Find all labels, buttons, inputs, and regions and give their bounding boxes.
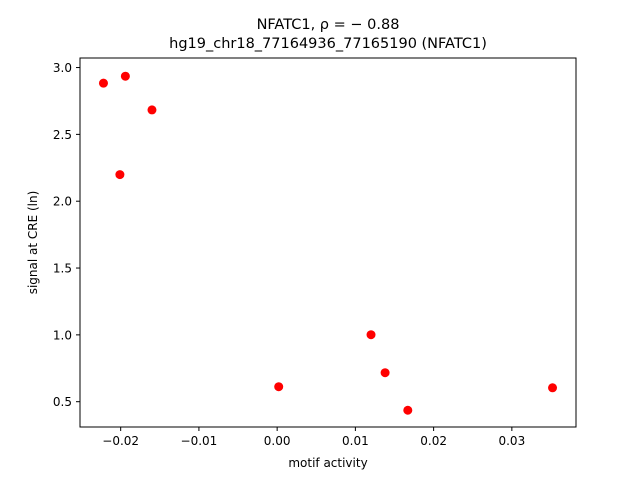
y-axis-label: signal at CRE (ln)	[26, 191, 40, 295]
x-tick-label: 0.00	[264, 434, 291, 448]
data-point	[380, 368, 390, 378]
data-point	[548, 383, 558, 393]
y-tick-label: 2.5	[53, 128, 72, 142]
chart-title-line-1: NFATC1, ρ = − 0.88	[257, 17, 400, 33]
data-point	[120, 71, 130, 81]
y-tick-label: 1.0	[53, 328, 72, 342]
data-point	[98, 78, 108, 88]
plot-area	[79, 57, 577, 428]
x-axis-label: motif activity	[288, 456, 367, 470]
y-tick-label: 3.0	[53, 61, 72, 75]
x-tick-label: −0.02	[102, 434, 139, 448]
x-axis-ticks: −0.02 −0.01 0.00 0.01 0.02 0.03	[102, 427, 525, 448]
y-tick-label: 1.5	[53, 262, 72, 276]
x-tick-label: −0.01	[181, 434, 218, 448]
y-tick-label: 2.0	[53, 195, 72, 209]
data-point	[366, 330, 376, 340]
data-point	[274, 382, 284, 392]
data-point	[147, 105, 157, 115]
x-tick-label: 0.02	[420, 434, 447, 448]
data-point	[115, 170, 125, 180]
data-points	[98, 71, 558, 415]
y-axis-ticks: 0.5 1.0 1.5 2.0 2.5 3.0	[53, 61, 80, 409]
x-tick-label: 0.03	[498, 434, 525, 448]
data-point	[403, 405, 413, 415]
y-tick-label: 0.5	[53, 395, 72, 409]
chart-title-line-2: hg19_chr18_77164936_77165190 (NFATC1)	[169, 36, 487, 52]
x-tick-label: 0.01	[342, 434, 369, 448]
